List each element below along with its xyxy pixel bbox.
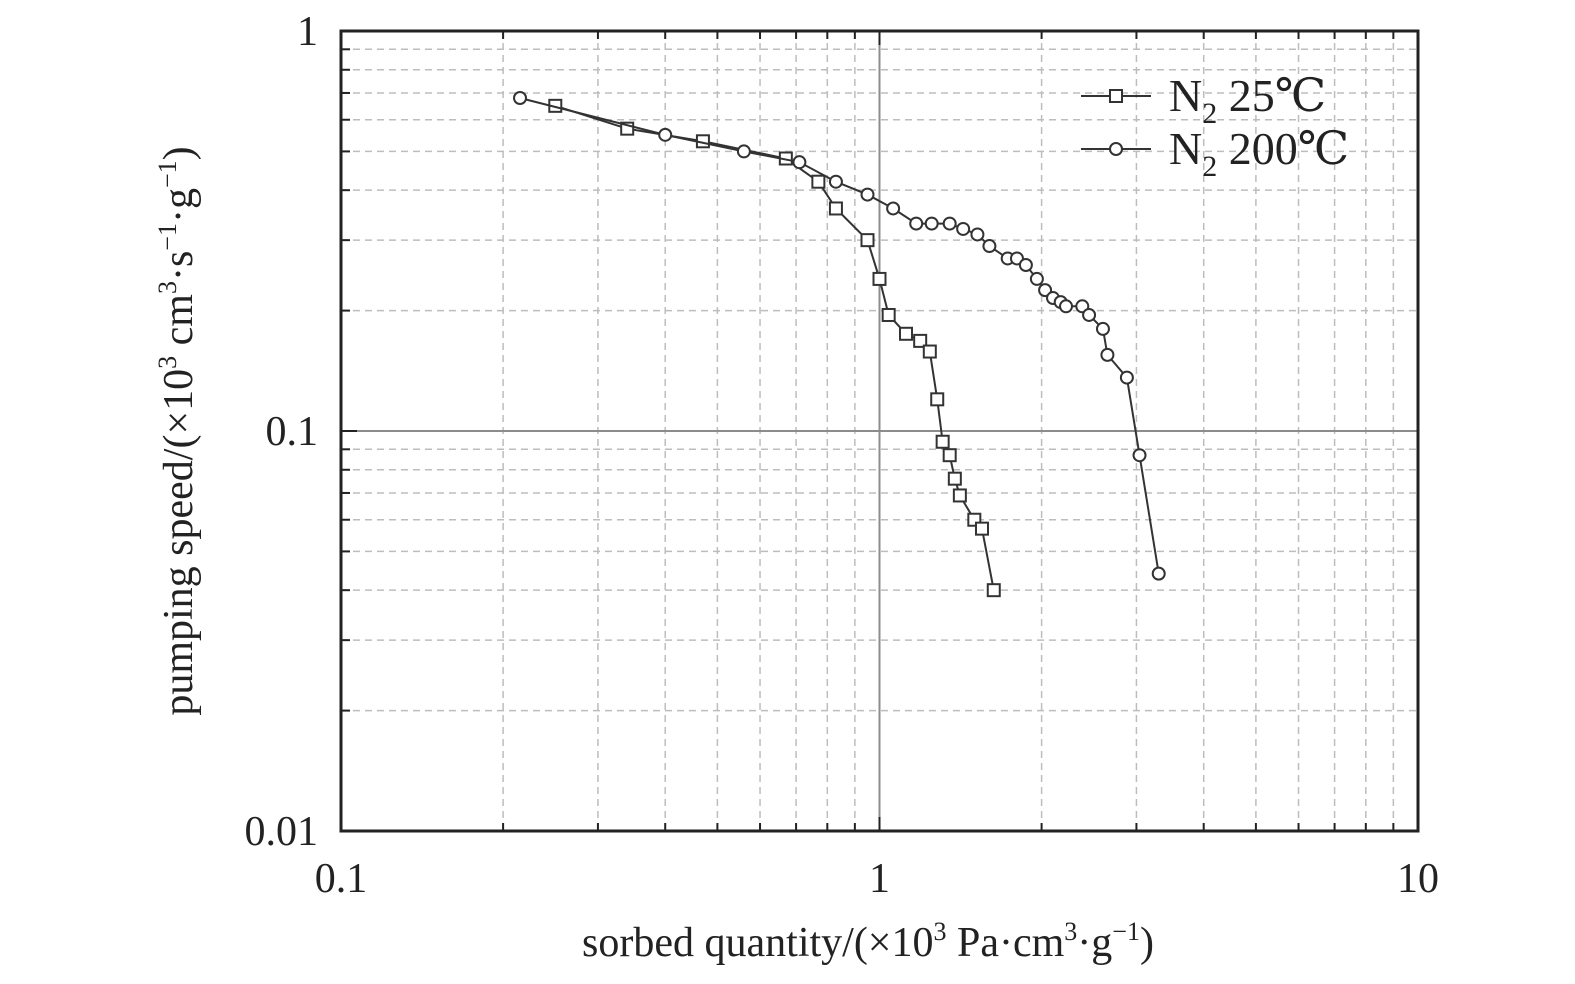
data-point-circle xyxy=(513,90,528,105)
y-axis-title-unit: cm xyxy=(156,294,202,356)
data-point-square xyxy=(935,434,950,449)
legend-label-n2-25c-base: N xyxy=(1169,70,1202,121)
x-axis-title-sup: 3 xyxy=(934,917,947,946)
x-axis-title: sorbed quantity/(×103 Pa·cm3·g−1) xyxy=(582,917,1154,966)
legend-label-n2-25c: N2 25℃ xyxy=(1169,70,1326,130)
data-point-square xyxy=(913,333,928,348)
data-point-circle xyxy=(792,155,807,170)
x-axis-title-tail: ·g xyxy=(1077,920,1112,966)
data-point-square xyxy=(952,488,967,503)
data-point-circle xyxy=(828,174,843,189)
legend-label-n2-25c-rest: 25℃ xyxy=(1217,70,1326,121)
x-tick-label: 1 xyxy=(869,856,890,902)
data-point-circle xyxy=(909,216,924,231)
data-point-circle xyxy=(1132,448,1147,463)
series-n2-25c xyxy=(548,98,1001,598)
x-tick-label: 10 xyxy=(1397,856,1439,902)
y-tick-label: 0.01 xyxy=(245,809,319,855)
data-point-circle xyxy=(924,216,939,231)
y-axis-title-mid-sup: −1 xyxy=(153,223,182,251)
legend-entry-n2-25c: N2 25℃ xyxy=(1081,70,1326,130)
data-point-circle xyxy=(942,216,957,231)
y-axis-title-close: ) xyxy=(156,146,202,160)
data-point-circle xyxy=(970,227,985,242)
data-point-square xyxy=(899,326,914,341)
x-axis-title-main: sorbed quantity/(×10 xyxy=(582,920,933,966)
y-axis-title-tail-sup: −1 xyxy=(153,160,182,188)
data-point-circle xyxy=(1100,347,1115,362)
data-point-circle xyxy=(956,221,971,236)
y-tick-label: 1 xyxy=(297,9,318,55)
legend-label-n2-25c-sub: 2 xyxy=(1202,97,1217,130)
y-axis-title-unit-sup: 3 xyxy=(153,281,182,294)
data-point-circle xyxy=(1059,299,1074,314)
plot-frame xyxy=(339,29,1420,833)
legend-entry-n2-200c: N2 200℃ xyxy=(1081,123,1349,183)
legend: N2 25℃ N2 200℃ xyxy=(1081,70,1349,183)
data-point-square xyxy=(942,448,957,463)
legend-label-n2-200c-base: N xyxy=(1169,123,1202,174)
legend-label-n2-200c-rest: 200℃ xyxy=(1217,123,1349,174)
data-point-circle xyxy=(1029,271,1044,286)
data-point-circle xyxy=(1095,321,1110,336)
legend-square-marker xyxy=(1109,89,1123,103)
x-tick-label: 0.1 xyxy=(315,856,368,902)
y-axis-title-mid: ·s xyxy=(156,251,202,281)
series-n2-200c xyxy=(513,90,1166,581)
data-point-circle xyxy=(736,144,751,159)
data-point-square xyxy=(881,307,896,322)
data-point-circle xyxy=(886,201,901,216)
y-tick-label: 0.1 xyxy=(266,409,319,455)
y-axis-title-sup: 3 xyxy=(153,356,182,369)
y-axis-title: pumping speed/(×103 cm3·s−1·g−1) xyxy=(153,146,202,715)
data-point-circle xyxy=(982,239,997,254)
legend-label-n2-200c: N2 200℃ xyxy=(1169,123,1349,183)
data-point-circle xyxy=(1119,370,1134,385)
y-axis-title-tail: ·g xyxy=(156,188,202,223)
data-point-circle xyxy=(860,187,875,202)
data-point-circle xyxy=(1018,258,1033,273)
data-point-square xyxy=(986,583,1001,598)
data-point-square xyxy=(811,174,826,189)
x-axis-title-close: ) xyxy=(1140,920,1154,966)
legend-label-n2-200c-sub: 2 xyxy=(1202,150,1217,183)
data-point-square xyxy=(974,521,989,536)
data-point-square xyxy=(922,344,937,359)
data-point-circle xyxy=(1082,307,1097,322)
series-layer xyxy=(513,90,1166,598)
series-line xyxy=(519,97,1160,574)
data-point-square xyxy=(947,471,962,486)
x-axis-title-tail-sup: −1 xyxy=(1112,917,1140,946)
data-point-square xyxy=(860,233,875,248)
y-axis-title-main: pumping speed/(×10 xyxy=(156,369,202,716)
data-point-circle xyxy=(1151,566,1166,581)
x-axis-title-unit: Pa·cm xyxy=(947,920,1065,966)
legend-circle-marker xyxy=(1109,142,1123,156)
data-point-square xyxy=(930,392,945,407)
data-point-circle xyxy=(658,127,673,142)
x-axis-title-unit-sup: 3 xyxy=(1064,917,1077,946)
data-point-square xyxy=(872,271,887,286)
data-point-square xyxy=(828,201,843,216)
tick-labels: 0.1 1 100.010.11 xyxy=(245,9,1440,902)
